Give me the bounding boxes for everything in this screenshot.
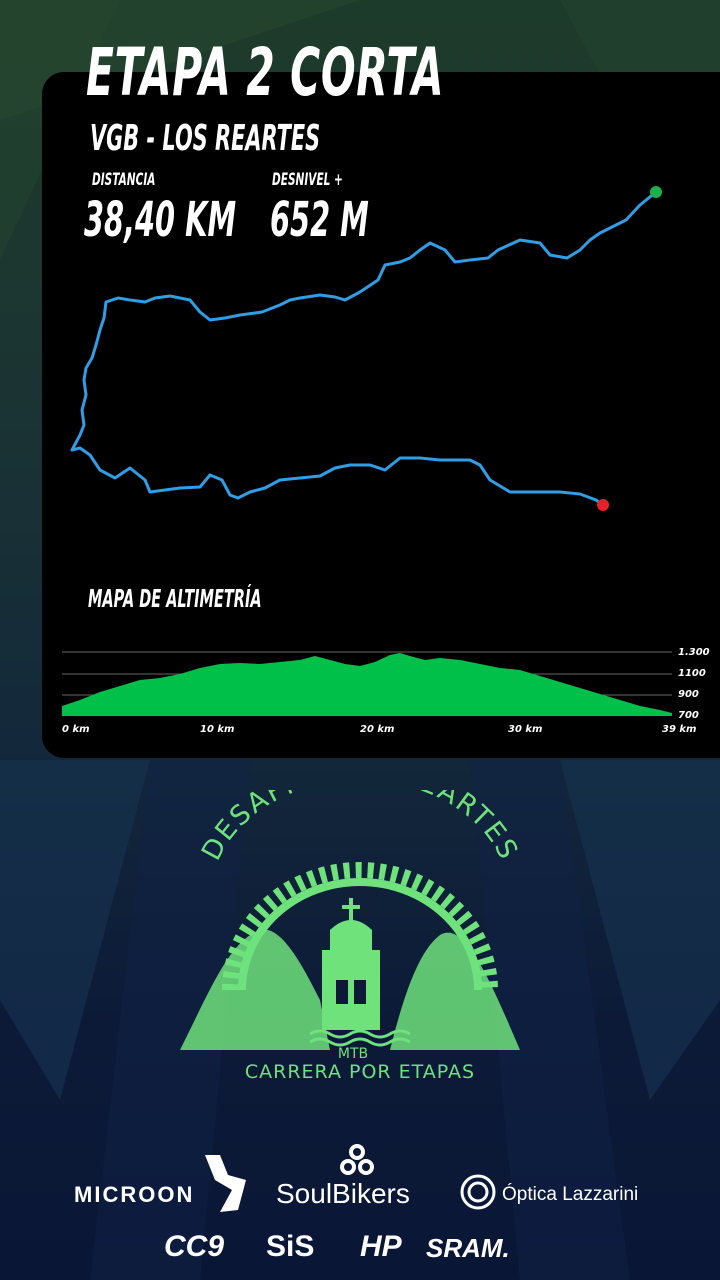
elevation-profile [62,653,672,716]
elevation-label: DESNIVEL + [272,170,343,190]
optica-lens-icon [460,1174,496,1210]
y-tick-1300: 1.300 [678,647,710,658]
y-tick-900: 900 [678,689,699,700]
logo-small-text: MTB [338,1046,368,1062]
y-tick-700: 700 [678,710,699,721]
soulbikers-chain-icon [340,1144,374,1175]
logo-bottom-text: CARRERA POR ETAPAS [245,1061,475,1083]
sponsor-sram: SRAM. [426,1233,510,1263]
x-tick-10: 10 km [200,724,234,735]
sponsor-optica: Óptica Lazzarini [502,1184,639,1205]
distance-label: DISTANCIA [92,170,156,190]
route-path [70,190,657,507]
elevation-value: 652 M [270,192,369,248]
logo-top-text: DESAFIO LOS REARTES [196,790,524,866]
microon-mark-icon [205,1155,246,1212]
stage-card [42,72,720,758]
x-tick-0: 0 km [62,724,90,735]
route-end-marker [597,499,609,511]
sponsor-icons [205,1144,496,1212]
sponsor-sis: SiS [266,1230,315,1263]
stage-title: ETAPA 2 CORTA [86,34,445,111]
event-logo: DESAFIO LOS REARTES MTB CARRERA POR ETAP… [180,790,524,1083]
church-icon [322,898,380,1030]
sponsor-microon: MICROON [74,1182,195,1207]
stage-route: VGB - LOS REARTES [90,118,321,159]
sponsor-hp: HP [360,1230,402,1263]
distance-value: 38,40 KM [84,192,237,248]
route-start-marker [650,186,662,198]
altimetry-title: MAPA DE ALTIMETRÍA [88,584,262,613]
mountain-left-icon [180,929,330,1050]
x-tick-20: 20 km [360,724,394,735]
y-tick-1100: 1100 [678,668,706,679]
water-waves-icon [309,1029,411,1047]
mountain-right-icon [390,932,520,1050]
sponsor-soulbikers: SoulBikers [276,1178,410,1209]
x-tick-39: 39 km [662,724,696,735]
x-tick-30: 30 km [508,724,542,735]
sponsor-cc9: CC9 [164,1230,225,1263]
